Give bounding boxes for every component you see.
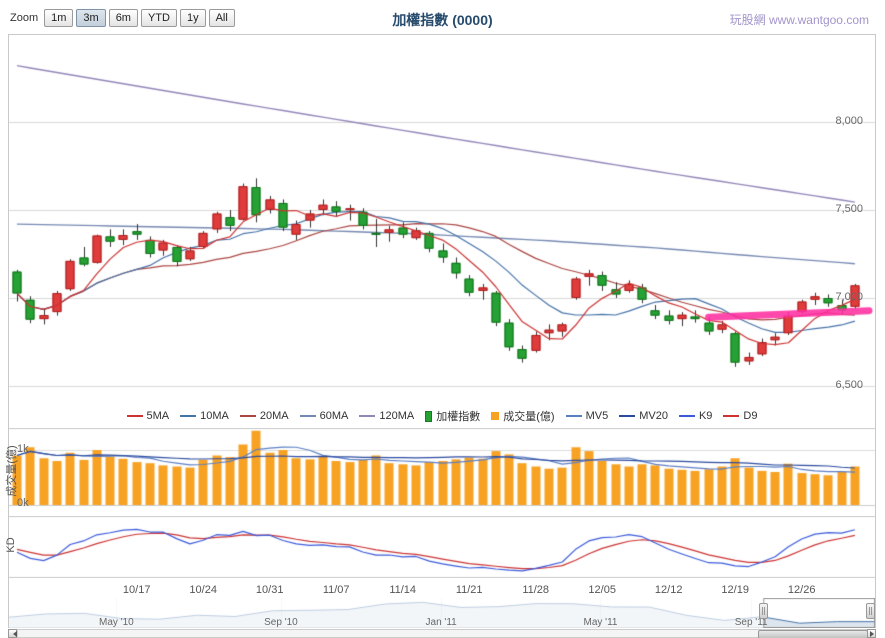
price-axis-label: 8,000 bbox=[835, 115, 863, 127]
legend-item-10MA[interactable]: 10MA bbox=[180, 410, 229, 422]
price-chart[interactable] bbox=[9, 35, 875, 407]
zoom-label: Zoom bbox=[10, 12, 39, 24]
kd-chart[interactable] bbox=[9, 516, 875, 578]
navigator-left-handle[interactable] bbox=[759, 603, 769, 619]
legend-item-60MA[interactable]: 60MA bbox=[299, 410, 349, 422]
legend-item-MV5[interactable]: MV5 bbox=[565, 410, 609, 422]
zoom-button-6m[interactable]: 6m bbox=[108, 9, 138, 27]
price-axis-label: 7,500 bbox=[835, 203, 863, 215]
navigator-axis-label: Jan '11 bbox=[425, 617, 457, 628]
x-axis-label: 12/05 bbox=[588, 584, 616, 596]
legend-marker-icon bbox=[565, 415, 582, 417]
zoom-button-group: 1m 3m 6m YTD 1y All bbox=[44, 9, 235, 27]
price-axis-label: 7,000 bbox=[835, 291, 863, 303]
volume-chart[interactable] bbox=[9, 428, 875, 512]
zoom-button-1m[interactable]: 1m bbox=[44, 9, 74, 27]
volume-axis-label: 0k bbox=[17, 497, 29, 509]
zoom-button-all[interactable]: All bbox=[208, 9, 235, 27]
legend-item-label: MV20 bbox=[639, 410, 668, 422]
legend-item-120MA[interactable]: 120MA bbox=[359, 410, 414, 422]
chart-title: 加權指數 (0000) bbox=[392, 12, 493, 28]
legend-item-D9[interactable]: D9 bbox=[723, 410, 757, 422]
legend-item-label: 加權指數 bbox=[436, 411, 481, 423]
x-axis-label: 10/31 bbox=[255, 584, 284, 596]
legend-marker-icon bbox=[491, 412, 500, 420]
legend-item-加權指數[interactable]: 加權指數 bbox=[425, 408, 480, 424]
volume-axis-label: 1k bbox=[17, 443, 29, 455]
x-axis-label: 11/28 bbox=[522, 584, 550, 596]
navigator-right-handle[interactable] bbox=[866, 603, 875, 619]
legend-marker-icon bbox=[723, 415, 740, 417]
navigator[interactable] bbox=[9, 598, 875, 628]
legend-item-MV20[interactable]: MV20 bbox=[619, 410, 668, 422]
x-axis-label: 10/24 bbox=[189, 584, 217, 596]
legend-item-label: 120MA bbox=[379, 410, 415, 422]
navigator-axis-label: May '11 bbox=[583, 617, 618, 628]
legend-item-成交量(億)[interactable]: 成交量(億) bbox=[491, 408, 555, 424]
navigator-axis-label: Sep '11 bbox=[734, 617, 768, 628]
legend-item-label: K9 bbox=[698, 410, 713, 422]
x-axis-label: 12/26 bbox=[787, 584, 816, 596]
scrollbar bbox=[8, 629, 876, 638]
scrollbar-track[interactable] bbox=[17, 629, 868, 638]
x-axis-label: 12/12 bbox=[654, 584, 683, 596]
legend-marker-icon bbox=[425, 410, 433, 422]
zoom-button-1y[interactable]: 1y bbox=[179, 9, 206, 27]
legend-marker-icon bbox=[126, 415, 143, 417]
volume-axis-title: 成交量(億) bbox=[6, 445, 18, 497]
legend-item-5MA[interactable]: 5MA bbox=[126, 410, 170, 422]
legend-item-label: 20MA bbox=[259, 410, 289, 422]
scrollbar-right-arrow-icon[interactable] bbox=[867, 629, 876, 638]
x-axis-label: 12/19 bbox=[721, 584, 749, 596]
legend-item-label: 60MA bbox=[319, 410, 349, 422]
legend-marker-icon bbox=[239, 415, 256, 417]
legend-item-20MA[interactable]: 20MA bbox=[239, 410, 289, 422]
legend: 5MA 10MA 20MA 60MA 120MA 加權指數 成交量(億) MV5 MV20 K9 D… bbox=[8, 408, 876, 424]
zoom-range-selector: Zoom 1m 3m 6m YTD 1y All bbox=[10, 9, 235, 27]
x-axis-label: 11/14 bbox=[389, 584, 417, 596]
legend-item-label: 成交量(億) bbox=[503, 411, 555, 423]
watermark-link[interactable]: 玩股網 www.wantgoo.com bbox=[729, 13, 869, 27]
legend-marker-icon bbox=[678, 415, 695, 417]
x-axis-label: 11/07 bbox=[322, 584, 350, 596]
legend-marker-icon bbox=[619, 415, 636, 417]
legend-item-label: MV5 bbox=[585, 410, 609, 422]
x-axis-label: 10/17 bbox=[122, 584, 151, 596]
navigator-axis-label: May '10 bbox=[99, 617, 134, 628]
scrollbar-left-arrow-icon[interactable] bbox=[8, 629, 17, 638]
legend-marker-icon bbox=[359, 415, 376, 417]
legend-item-label: 5MA bbox=[146, 410, 170, 422]
legend-item-label: D9 bbox=[743, 410, 758, 422]
kd-axis-title: KD bbox=[5, 537, 17, 553]
legend-marker-icon bbox=[299, 415, 316, 417]
legend-item-K9[interactable]: K9 bbox=[678, 410, 713, 422]
x-axis-label: 11/21 bbox=[455, 584, 483, 596]
scrollbar-thumb[interactable] bbox=[758, 630, 868, 638]
navigator-axis-label: Sep '10 bbox=[264, 617, 298, 628]
legend-item-label: 10MA bbox=[200, 410, 229, 422]
price-axis-label: 6,500 bbox=[835, 379, 863, 391]
zoom-button-3m[interactable]: 3m bbox=[76, 9, 106, 27]
zoom-button-ytd[interactable]: YTD bbox=[140, 9, 177, 27]
legend-marker-icon bbox=[180, 415, 197, 417]
